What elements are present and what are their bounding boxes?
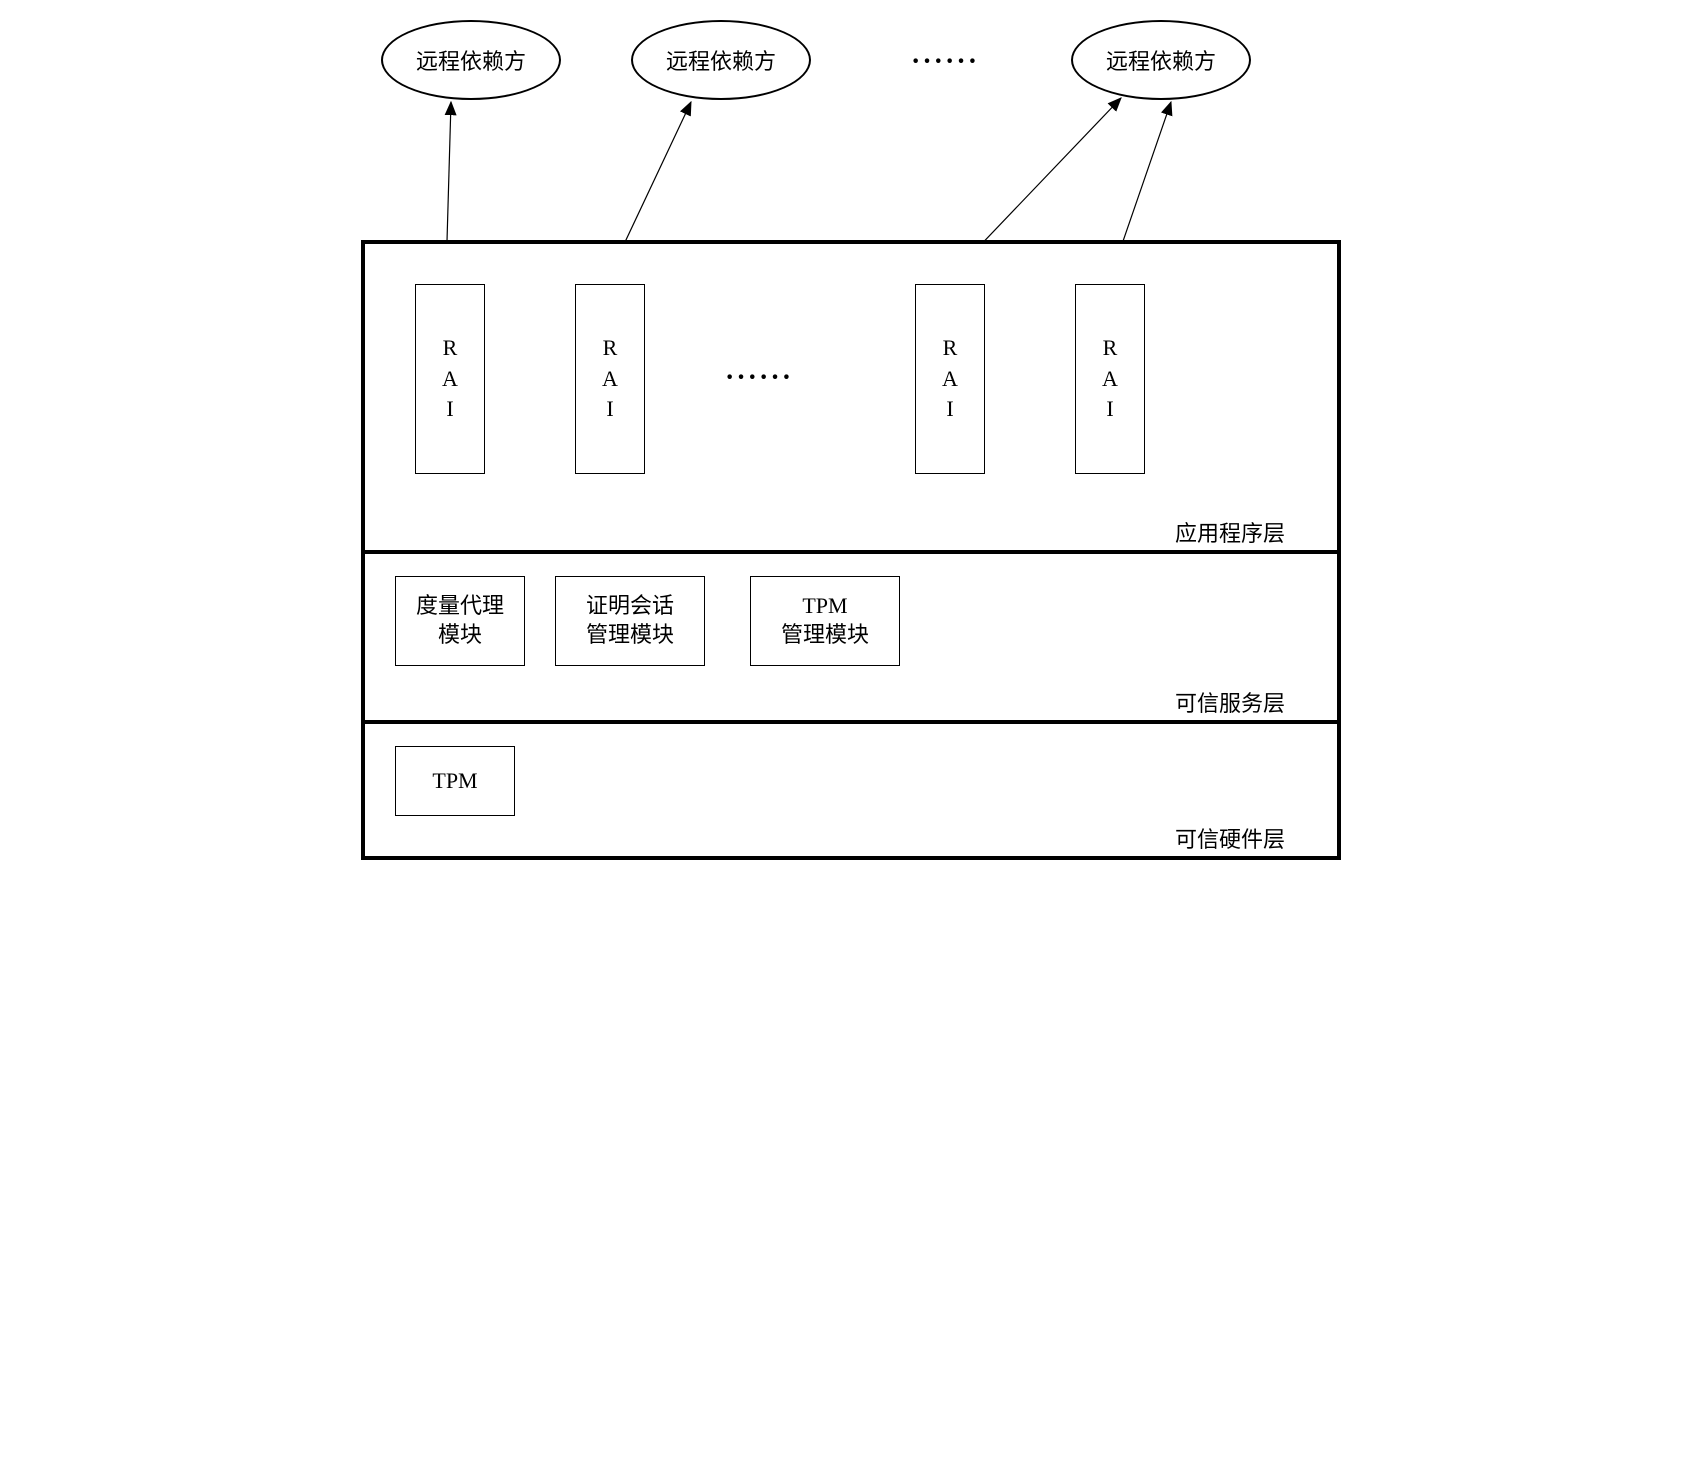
ellipse-label: 远程依赖方: [416, 44, 526, 76]
module-label: TPM 管理模块: [781, 592, 869, 649]
remote-party-ellipse-2: 远程依赖方: [631, 20, 811, 100]
rai-char: R: [603, 333, 618, 364]
divider-1: [365, 550, 1337, 554]
rai-box-2: R A I: [575, 284, 645, 474]
tpm-label: TPM: [432, 767, 477, 796]
ellipse-label: 远程依赖方: [1106, 44, 1216, 76]
trusted-hardware-layer-label: 可信硬件层: [1175, 822, 1285, 854]
rai-char: A: [602, 364, 618, 395]
rai-char: A: [1102, 364, 1118, 395]
rai-char: I: [606, 394, 613, 425]
top-ellipsis: ······: [911, 46, 979, 78]
rai-char: R: [1103, 333, 1118, 364]
rai-box-1: R A I: [415, 284, 485, 474]
tpm-box: TPM: [395, 746, 515, 816]
rai-box-3: R A I: [915, 284, 985, 474]
ellipse-label: 远程依赖方: [666, 44, 776, 76]
architecture-diagram: 远程依赖方 远程依赖方 远程依赖方 ······ R A I R: [351, 20, 1351, 880]
rai-box-4: R A I: [1075, 284, 1145, 474]
rai-char: I: [946, 394, 953, 425]
attestation-session-module: 证明会话 管理模块: [555, 576, 705, 666]
application-layer-label: 应用程序层: [1175, 516, 1285, 548]
measurement-agent-module: 度量代理 模块: [395, 576, 525, 666]
rai-char: R: [443, 333, 458, 364]
module-label: 度量代理 模块: [416, 592, 504, 649]
mid-ellipsis: ······: [725, 362, 793, 394]
rai-char: I: [446, 394, 453, 425]
rai-char: A: [942, 364, 958, 395]
remote-party-ellipse-1: 远程依赖方: [381, 20, 561, 100]
trusted-service-layer-label: 可信服务层: [1175, 686, 1285, 718]
rai-char: A: [442, 364, 458, 395]
divider-2: [365, 720, 1337, 724]
rai-char: R: [943, 333, 958, 364]
module-label: 证明会话 管理模块: [586, 592, 674, 649]
layered-container: R A I R A I ······ R A I R A I 应用程序层 度量代…: [361, 240, 1341, 860]
remote-party-ellipse-3: 远程依赖方: [1071, 20, 1251, 100]
rai-char: I: [1106, 394, 1113, 425]
tpm-management-module: TPM 管理模块: [750, 576, 900, 666]
